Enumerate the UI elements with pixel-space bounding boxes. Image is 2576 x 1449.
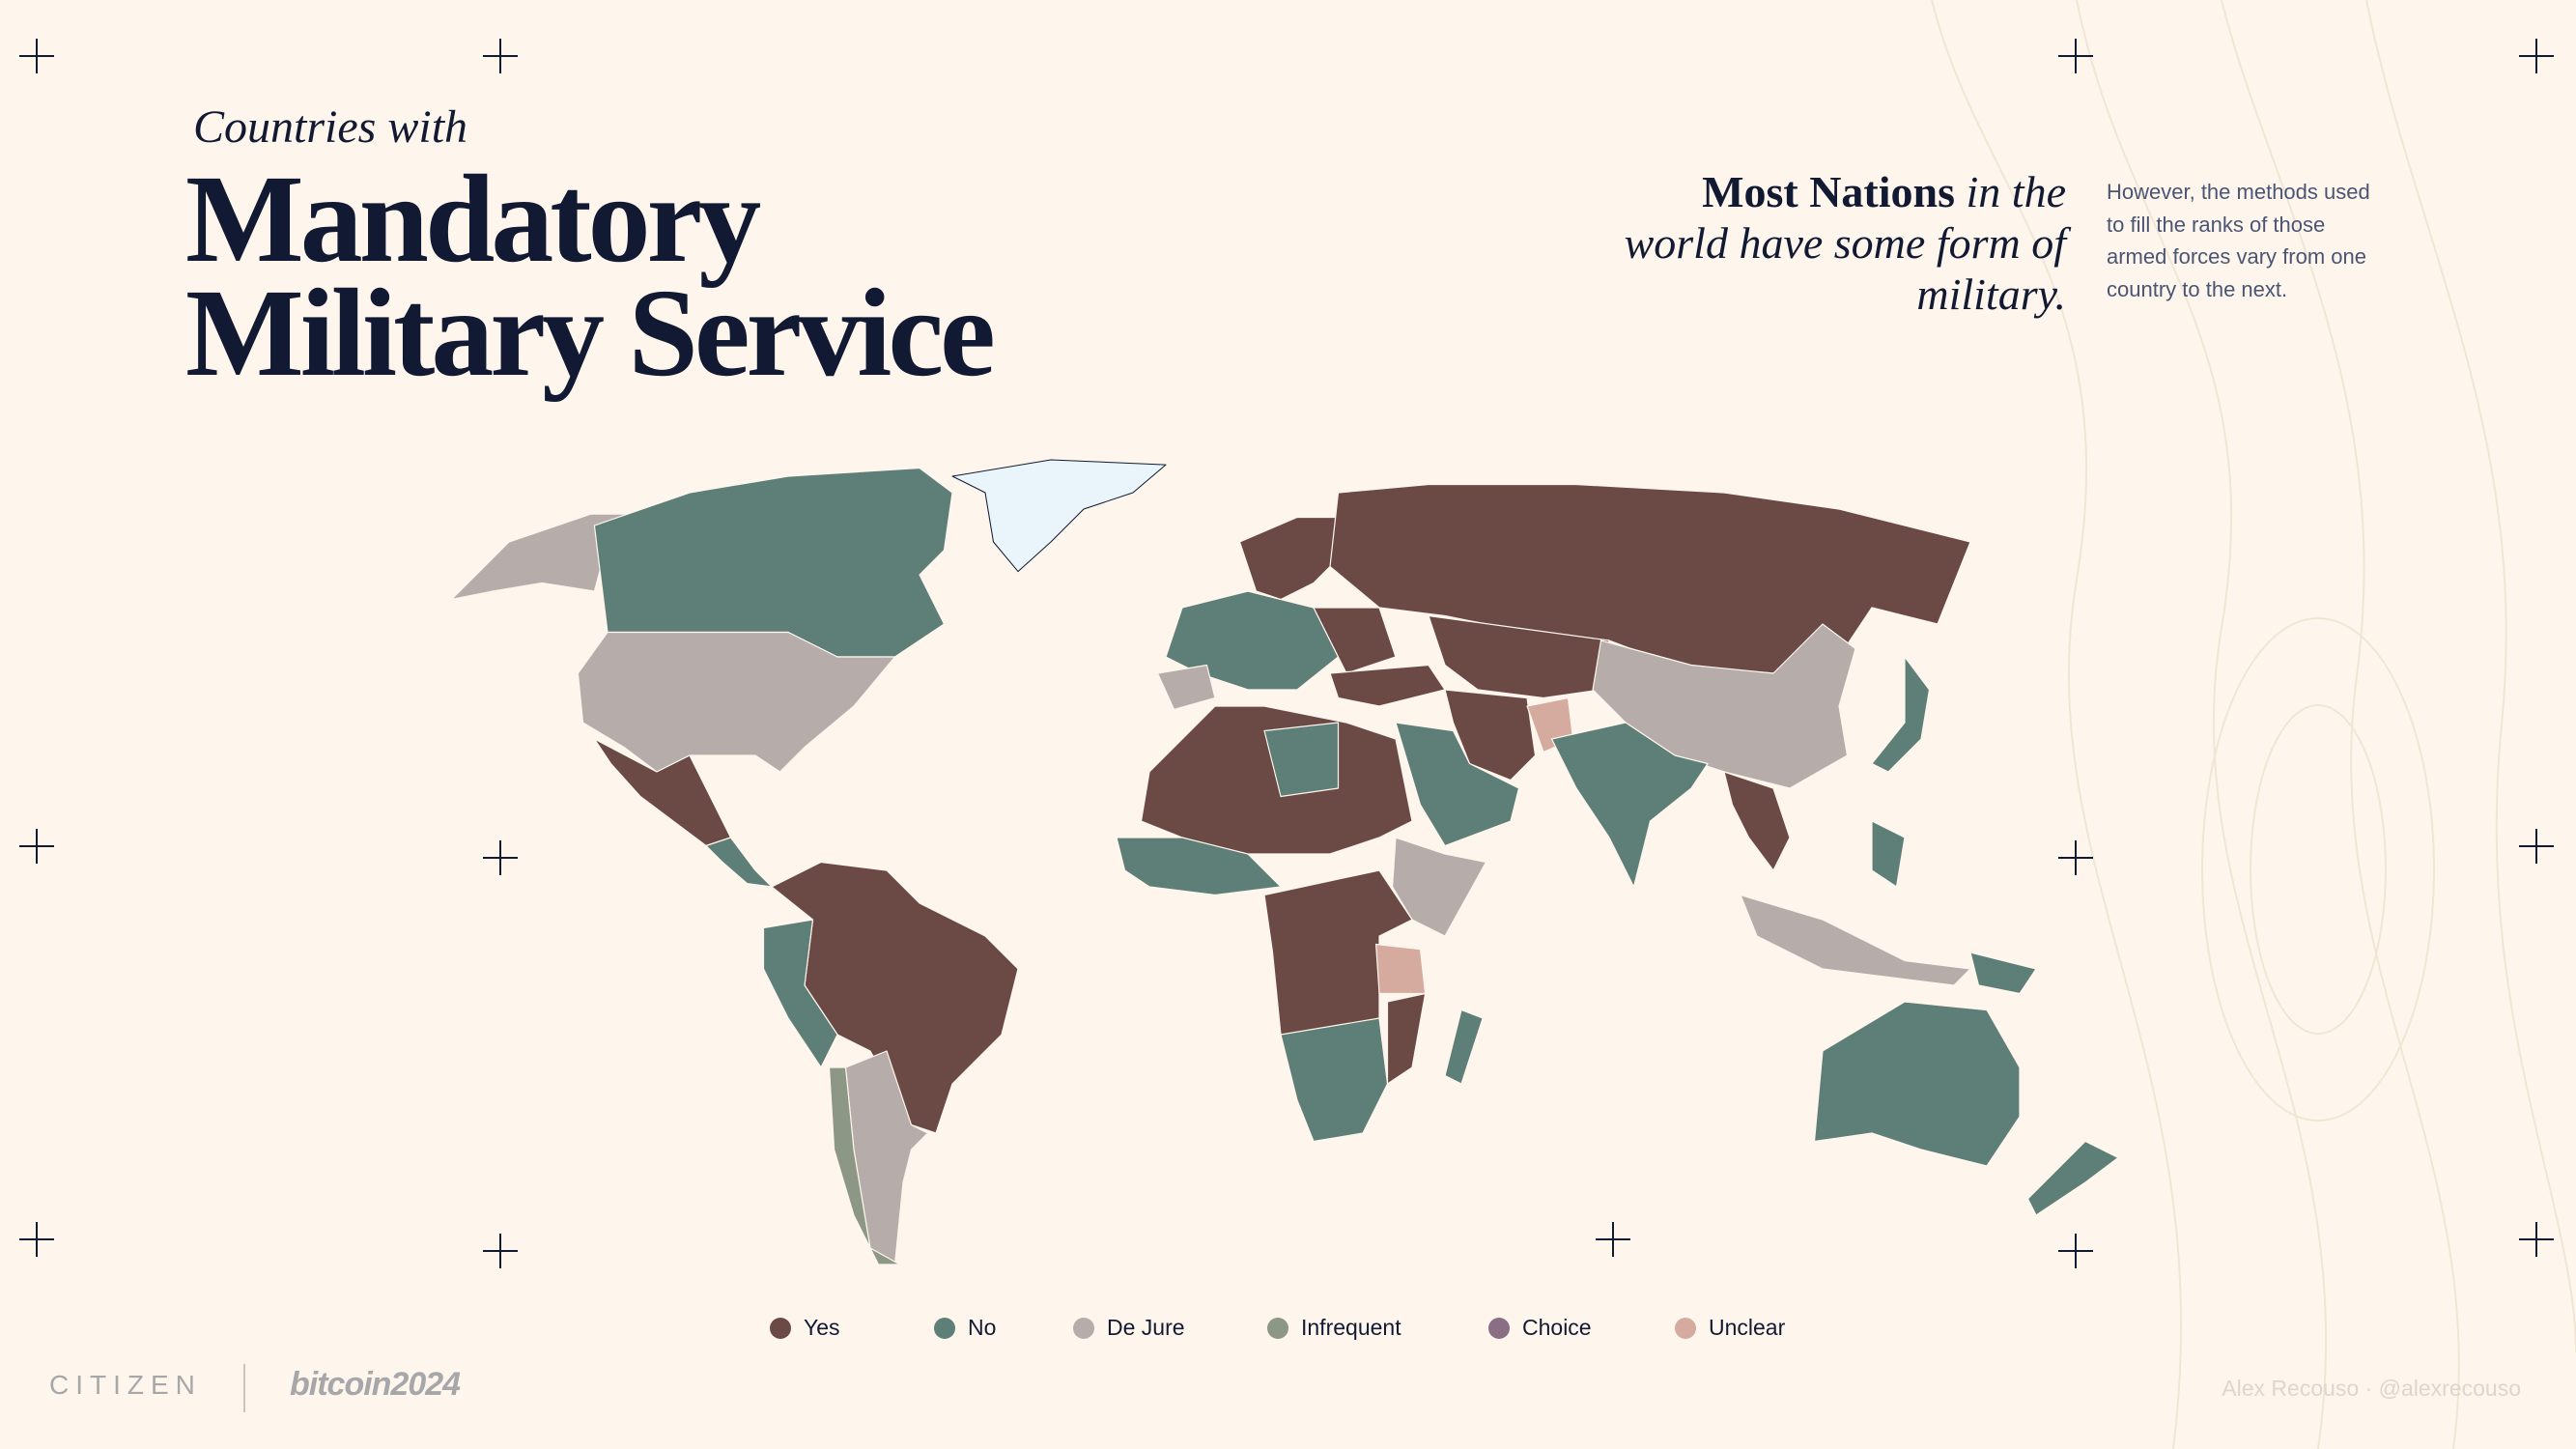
legend-swatch: [934, 1318, 955, 1339]
headline-line: in the: [1966, 167, 2066, 216]
region: [762, 919, 838, 1068]
callout-headline: Most Nations in the world have some form…: [1544, 166, 2066, 320]
region: [1386, 992, 1427, 1085]
region: [1444, 1009, 1484, 1085]
title-line: Mandatory: [185, 150, 761, 289]
headline-strong: Most Nations: [1702, 167, 1956, 216]
legend-swatch: [1488, 1318, 1510, 1339]
region: [1723, 771, 1791, 871]
region: [1263, 722, 1340, 798]
contour-decoration: [1931, 0, 2576, 1449]
region: [2026, 1140, 2119, 1216]
region: [828, 1066, 901, 1265]
region: [577, 631, 896, 773]
body-line: country to the next.: [2107, 276, 2288, 301]
region: [1392, 837, 1487, 937]
body-line: armed forces vary from one: [2107, 244, 2366, 269]
body-line: to fill the ranks of those: [2107, 212, 2326, 237]
legend-label: Yes: [804, 1315, 840, 1340]
region: [1156, 664, 1216, 710]
region: [951, 459, 1167, 573]
region: [1871, 656, 1931, 773]
region: [1280, 1017, 1389, 1143]
legend-label: Unclear: [1709, 1315, 1786, 1340]
legend-label: Choice: [1522, 1315, 1592, 1340]
title: Mandatory Military Service: [185, 150, 996, 403]
headline-line: military.: [1916, 270, 2066, 319]
region: [1428, 614, 1610, 699]
region: [1375, 943, 1427, 995]
legend-swatch: [770, 1318, 791, 1339]
legend-label: Infrequent: [1301, 1315, 1401, 1340]
region: [593, 467, 953, 658]
legend-swatch: [1073, 1318, 1094, 1339]
legend-swatch: [1675, 1318, 1696, 1339]
credit: Alex Recouso · @alexrecouso: [2222, 1376, 2521, 1401]
region: [1740, 894, 1971, 986]
title-line: Military Service: [185, 264, 996, 403]
region: [1813, 1001, 2021, 1167]
legend-label: No: [968, 1315, 997, 1340]
headline-line: world have some form of: [1624, 218, 2066, 268]
kicker: Countries with: [193, 101, 468, 153]
region: [1313, 607, 1397, 674]
region: [705, 837, 773, 888]
region: [1444, 689, 1537, 781]
region: [1329, 664, 1446, 707]
world-map: [450, 459, 2119, 1265]
region: [1116, 837, 1282, 896]
region: [1238, 516, 1347, 601]
legend-label: De Jure: [1107, 1315, 1185, 1340]
crosshairs: [19, 39, 2554, 1268]
region: [1871, 820, 1906, 888]
region: [1329, 483, 1971, 674]
callout-body: However, the methods used to fill the ra…: [2107, 176, 2370, 305]
legend: [770, 1318, 1696, 1339]
brand: CITIZEN: [49, 1370, 202, 1400]
region: [1395, 722, 1520, 847]
partner: bitcoin2024: [290, 1366, 461, 1403]
body-line: However, the methods used: [2107, 180, 2370, 204]
region: [1550, 722, 1709, 888]
region: [1165, 590, 1340, 691]
region: [1969, 952, 2037, 995]
legend-swatch: [1267, 1318, 1288, 1339]
